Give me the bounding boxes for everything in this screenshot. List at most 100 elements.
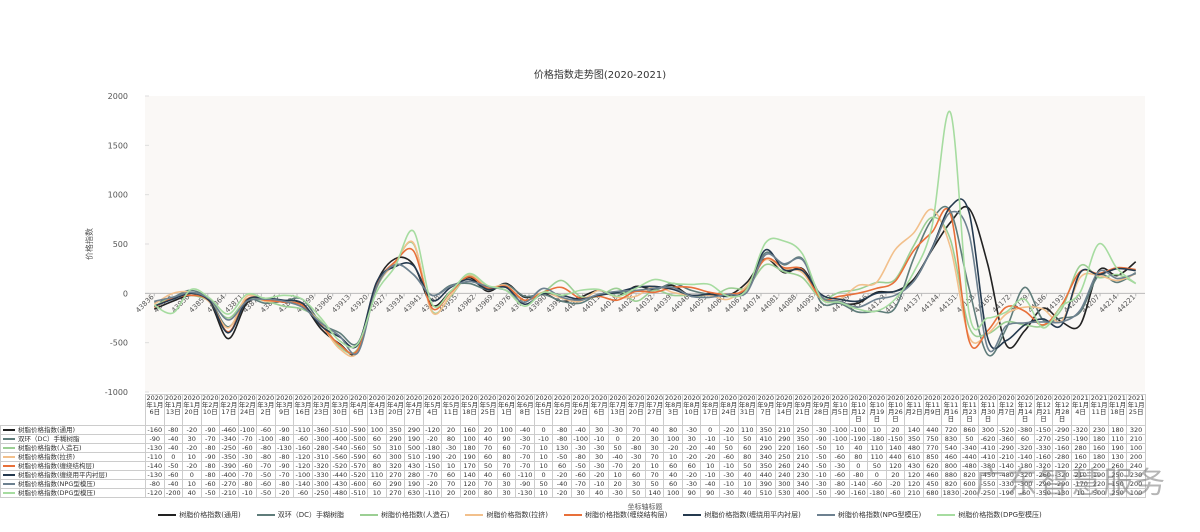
table-cell: -340 bbox=[219, 434, 239, 444]
table-cell: 30 bbox=[644, 434, 665, 444]
table-cell: -30 bbox=[589, 461, 609, 471]
table-cell: 30 bbox=[496, 488, 517, 498]
category-label: 2020年5月4日 bbox=[422, 394, 443, 426]
table-cell: -320 bbox=[1015, 443, 1035, 453]
table-cell: 320 bbox=[385, 461, 406, 471]
series-line bbox=[153, 205, 1137, 356]
table-cell: -400 bbox=[219, 470, 239, 480]
table-cell: -80 bbox=[274, 434, 295, 444]
table-cell: -590 bbox=[348, 425, 369, 435]
table-cell: -150 bbox=[885, 434, 906, 444]
table-cell: -90 bbox=[200, 452, 221, 462]
table-cell: -520 bbox=[348, 470, 369, 480]
table-cell: -40 bbox=[163, 479, 184, 489]
series-name: 树脂价格指数(人造石) bbox=[18, 444, 82, 452]
table-cell: -30 bbox=[570, 443, 591, 453]
table-cell: 70 bbox=[478, 479, 498, 489]
table-cell: -320 bbox=[1070, 425, 1091, 435]
table-cell: -120 bbox=[145, 488, 165, 498]
table-cell: -30 bbox=[589, 443, 609, 453]
table-cell: -250 bbox=[219, 443, 239, 453]
table-cell: 350 bbox=[756, 425, 776, 435]
row-label: 树脂价格指数(DPG型模压) bbox=[0, 488, 146, 498]
table-cell: -90 bbox=[274, 461, 295, 471]
table-cell: 50 bbox=[533, 479, 554, 489]
table-cell: 30 bbox=[626, 479, 646, 489]
swatch bbox=[3, 483, 15, 485]
table-cell: 110 bbox=[367, 470, 387, 480]
table-cell: 10 bbox=[663, 452, 683, 462]
row-label: 树脂价格指数(缠绕用平内衬层) bbox=[0, 470, 146, 480]
row-label: 树脂价格指数(缠绕结构层) bbox=[0, 461, 146, 471]
table-cell: -70 bbox=[237, 434, 258, 444]
table-cell: 160 bbox=[459, 425, 480, 435]
table-cell: -200 bbox=[959, 488, 980, 498]
table-cell: -130 bbox=[145, 470, 165, 480]
legend-label: 树脂价格指数(DPG型模压) bbox=[958, 511, 1042, 519]
table-cell: 10 bbox=[867, 425, 887, 435]
series-name: 树脂价格指数(DPG型模压) bbox=[18, 489, 96, 497]
table-cell: -330 bbox=[311, 470, 332, 480]
table-cell: 160 bbox=[793, 443, 813, 453]
table-cell: -90 bbox=[515, 479, 535, 489]
table-cell: -90 bbox=[200, 425, 221, 435]
table-cell: -10 bbox=[589, 434, 609, 444]
legend-item: 树脂价格指数(缠绕结构层) bbox=[563, 511, 667, 519]
table-cell: 290 bbox=[385, 434, 406, 444]
table-cell: 110 bbox=[867, 452, 887, 462]
table-cell: -120 bbox=[422, 425, 443, 435]
table-cell: 60 bbox=[626, 470, 646, 480]
table-cell: -100 bbox=[256, 434, 276, 444]
table-cell: 400 bbox=[793, 488, 813, 498]
table-cell: -40 bbox=[163, 443, 184, 453]
table-cell: 100 bbox=[367, 425, 387, 435]
table-cell: -60 bbox=[830, 452, 850, 462]
table-cell: -20 bbox=[422, 479, 443, 489]
chart: 价格指数走势图(2020-2021) 价格指数 -1000 -500 0 500 100… bbox=[84, 68, 1145, 395]
category-label: 2020年10月26日 bbox=[885, 394, 906, 426]
table-cell: -70 bbox=[515, 452, 535, 462]
table-cell: -70 bbox=[200, 434, 221, 444]
legend-swatch bbox=[563, 514, 582, 516]
table-row: 双环（DC）手糊树脂 -90 -40 30 -70 -340 -70 -100 -80 -60 -3… bbox=[0, 434, 1146, 444]
series-name: 双环（DC）手糊树脂 bbox=[18, 435, 80, 443]
table-cell: 350 bbox=[385, 425, 406, 435]
table-cell: 60 bbox=[441, 470, 461, 480]
table-cell: 510 bbox=[404, 452, 424, 462]
table-cell: -510 bbox=[330, 425, 350, 435]
category-label: 2020年7月20日 bbox=[626, 394, 646, 426]
table-cell: -480 bbox=[330, 488, 350, 498]
table-cell: -80 bbox=[256, 443, 276, 453]
legend-swatch bbox=[683, 514, 702, 516]
category-label: 2020年8月24日 bbox=[718, 394, 739, 426]
table-cell: 430 bbox=[904, 461, 924, 471]
table-cell: -50 bbox=[811, 452, 832, 462]
table-cell: 20 bbox=[441, 425, 461, 435]
table-cell: 530 bbox=[774, 488, 795, 498]
table-cell: -30 bbox=[626, 452, 646, 462]
table-cell: -60 bbox=[200, 479, 221, 489]
table-cell: 10 bbox=[441, 461, 461, 471]
table-cell: 280 bbox=[404, 470, 424, 480]
table-cell: 80 bbox=[848, 452, 869, 462]
table-cell: -10 bbox=[533, 434, 554, 444]
table-cell: -30 bbox=[830, 461, 850, 471]
table-cell: 750 bbox=[922, 434, 943, 444]
table-cell: 320 bbox=[1126, 425, 1146, 435]
table-cell: -210 bbox=[219, 488, 239, 498]
table-cell: 170 bbox=[459, 461, 480, 471]
table-cell: 180 bbox=[459, 443, 480, 453]
category-label: 2021年1月18日 bbox=[1107, 394, 1128, 426]
swatch bbox=[3, 492, 15, 494]
table-cell: 300 bbox=[978, 425, 998, 435]
table-cell: 440 bbox=[756, 470, 776, 480]
table-cell: -20 bbox=[182, 443, 202, 453]
table-cell: 50 bbox=[607, 443, 628, 453]
table-cell: 130 bbox=[552, 443, 572, 453]
table-cell: 110 bbox=[737, 425, 758, 435]
table-cell: 190 bbox=[459, 452, 480, 462]
table-cell: -50 bbox=[570, 461, 591, 471]
legend-item: 树脂价格指数(人造石) bbox=[360, 511, 449, 519]
table-cell: -140 bbox=[293, 479, 313, 489]
table-cell: 80 bbox=[441, 434, 461, 444]
